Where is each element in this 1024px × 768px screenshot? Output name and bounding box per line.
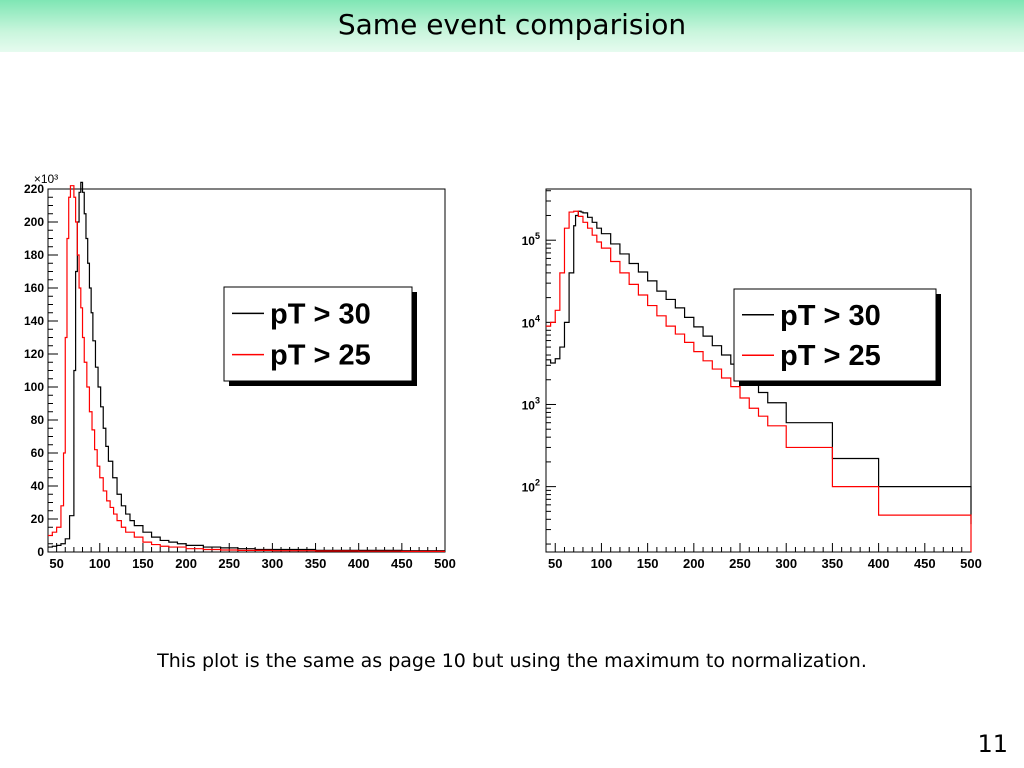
slide-title: Same event comparision xyxy=(337,8,687,41)
y-tick-label: 20 xyxy=(31,512,45,526)
x-tick-label: 250 xyxy=(218,556,240,571)
x-tick-label: 350 xyxy=(822,556,844,571)
x-tick-label: 350 xyxy=(305,556,327,571)
series-line-pt30 xyxy=(48,181,445,552)
x-tick-label: 150 xyxy=(637,556,659,571)
x-tick-label: 100 xyxy=(89,556,111,571)
y-tick-label: 120 xyxy=(24,347,44,361)
x-tick-label: 500 xyxy=(434,556,456,571)
y-tick-label: 140 xyxy=(24,314,44,328)
series-line-pt25 xyxy=(546,210,972,552)
y-tick-label: 60 xyxy=(31,446,45,460)
x-tick-label: 300 xyxy=(262,556,284,571)
x-tick-label: 400 xyxy=(868,556,890,571)
x-tick-label: 200 xyxy=(683,556,705,571)
x-tick-label: 400 xyxy=(348,556,370,571)
x-tick-label: 100 xyxy=(591,556,613,571)
y-tick-label: 80 xyxy=(31,413,45,427)
y-tick-label: 220 xyxy=(24,182,44,196)
x-tick-label: 150 xyxy=(132,556,154,571)
y-tick-label: 103 xyxy=(522,395,540,412)
page-number: 11 xyxy=(977,730,1008,758)
histogram-log: 50 100 150 200 250 300 350 400 450 500 102 103 104 10… xyxy=(522,188,982,571)
legend-label: pT > 30 xyxy=(780,300,881,332)
x-tick-label: 450 xyxy=(914,556,936,571)
y-tick-label: 160 xyxy=(24,281,44,295)
legend-label: pT > 25 xyxy=(780,340,881,372)
y-tick-label: 200 xyxy=(24,215,44,229)
y-tick-label: 102 xyxy=(522,478,540,495)
title-bar xyxy=(0,0,1024,52)
x-tick-label: 300 xyxy=(775,556,797,571)
y-tick-label: 40 xyxy=(31,479,45,493)
y-tick-label: 104 xyxy=(522,313,540,330)
x-tick-label: 250 xyxy=(729,556,751,571)
y-tick-label: 100 xyxy=(24,380,44,394)
y-tick-label: 180 xyxy=(24,248,44,262)
x-tick-label: 50 xyxy=(548,556,562,571)
y-axis-multiplier: ×10³ xyxy=(34,172,58,186)
y-tick-label: 0 xyxy=(37,545,44,559)
x-tick-label: 500 xyxy=(960,556,982,571)
histogram-linear: 50 100 150 200 250 300 350 400 450 500 0 20 40 60 80 10… xyxy=(24,172,456,571)
legend-box xyxy=(733,288,937,382)
legend-label: pT > 30 xyxy=(270,298,371,330)
legend-label: pT > 25 xyxy=(270,340,371,372)
slide-caption: This plot is the same as page 10 but usi… xyxy=(157,650,867,672)
legend-box xyxy=(223,286,413,382)
series-line-pt25 xyxy=(48,185,445,552)
x-tick-label: 50 xyxy=(49,556,63,571)
x-tick-label: 200 xyxy=(175,556,197,571)
y-tick-label: 105 xyxy=(522,231,540,248)
x-tick-label: 450 xyxy=(391,556,413,571)
